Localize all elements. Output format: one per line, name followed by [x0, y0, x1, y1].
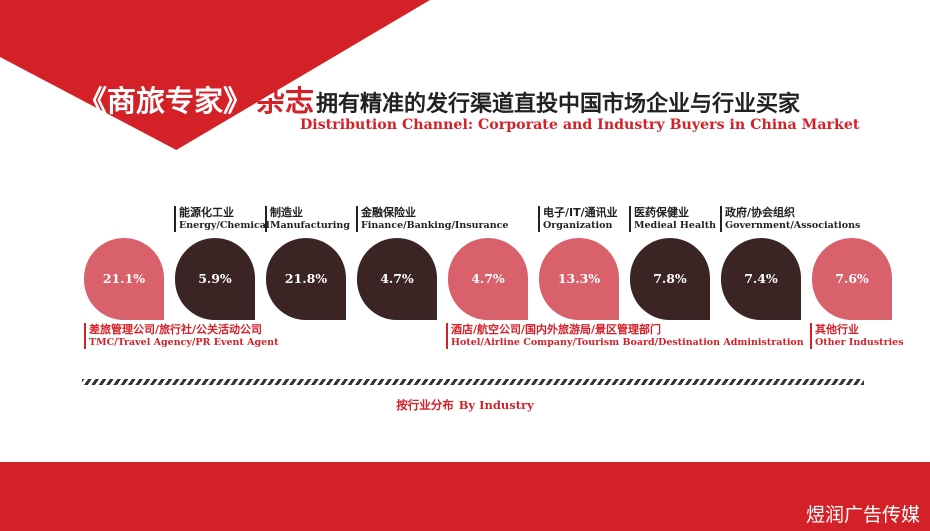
bubble-8 — [721, 238, 801, 320]
label-finance-en: Finance/Banking/Insurance — [361, 219, 509, 231]
label-tmc-travel-cn: 差旅管理公司/旅行社/公关活动公司 — [89, 323, 263, 336]
chart-caption-cn: 按行业分布 — [396, 398, 454, 412]
label-tmc-travel-en: TMC/Travel Agency/PR Event Agent — [89, 336, 279, 348]
label-other-industries-cn: 其他行业 — [815, 323, 859, 336]
label-government-cn: 政府/协会组织 — [725, 206, 796, 219]
bubble-value-8: 7.4% — [744, 271, 778, 286]
label-medical-health: 医药保健业 Medieal Health — [629, 206, 716, 232]
label-finance-cn: 金融保险业 — [361, 206, 416, 219]
bubble-value-7: 7.8% — [653, 271, 687, 286]
bubble-value-3: 21.8% — [285, 271, 327, 286]
chart-caption: 按行业分布 By Industry — [0, 397, 930, 413]
label-electronics-it: 电子/IT/通讯业 Organization — [538, 206, 618, 232]
label-hotel-airline-cn: 酒店/航空公司/国内外旅游局/景区管理部门 — [451, 323, 662, 336]
label-medical-health-cn: 医药保健业 — [634, 206, 689, 219]
bubble-value-4: 4.7% — [380, 271, 414, 286]
label-electronics-it-cn: 电子/IT/通讯业 — [543, 206, 618, 219]
bubble-9 — [812, 238, 892, 320]
bubble-4 — [357, 238, 437, 320]
label-manufacturing-cn: 制造业 — [270, 206, 303, 219]
label-manufacturing-en: Manufacturing — [270, 219, 350, 231]
bubble-value-1: 21.1% — [103, 271, 145, 286]
magazine-suffix: 杂志 — [256, 84, 315, 118]
chart-caption-en: By Industry — [458, 398, 534, 412]
bubble-6 — [539, 238, 619, 320]
bubble-value-9: 7.6% — [835, 271, 869, 286]
bubble-value-2: 5.9% — [198, 271, 232, 286]
label-hotel-airline: 酒店/航空公司/国内外旅游局/景区管理部门 Hotel/Airline Comp… — [446, 323, 804, 349]
bubble-2 — [175, 238, 255, 320]
footer-band — [0, 462, 930, 531]
label-government: 政府/协会组织 Government/Associations — [720, 206, 860, 232]
magazine-name: 《商旅专家》 — [78, 84, 253, 118]
title-cn-text: 拥有精准的发行渠道直投中国市场企业与行业买家 — [316, 92, 801, 117]
bubble-5 — [448, 238, 528, 320]
bubble-value-5: 4.7% — [471, 271, 505, 286]
label-energy-chemical-cn: 能源化工业 — [179, 206, 234, 219]
label-hotel-airline-en: Hotel/Airline Company/Tourism Board/Dest… — [451, 336, 804, 348]
bubble-7 — [630, 238, 710, 320]
bubble-1 — [84, 238, 164, 320]
label-energy-chemical-en: Energy/Chemical — [179, 219, 270, 231]
label-other-industries-en: Other Industries — [815, 336, 904, 348]
label-electronics-it-en: Organization — [543, 219, 613, 231]
label-energy-chemical: 能源化工业 Energy/Chemical — [174, 206, 270, 232]
label-tmc-travel: 差旅管理公司/旅行社/公关活动公司 TMC/Travel Agency/PR E… — [84, 323, 278, 349]
bubble-3 — [266, 238, 346, 320]
label-government-en: Government/Associations — [725, 219, 861, 231]
watermark-text: 煜润广告传媒 — [805, 504, 920, 526]
label-other-industries: 其他行业 Other Industries — [810, 323, 904, 349]
label-medical-health-en: Medieal Health — [634, 219, 717, 231]
page-title: 《商旅专家》 杂志拥有精准的发行渠道直投中国市场企业与行业买家 — [78, 78, 800, 120]
title-en: Distribution Channel: Corporate and Indu… — [300, 117, 860, 133]
label-manufacturing: 制造业 Manufacturing — [265, 206, 350, 232]
label-finance: 金融保险业 Finance/Banking/Insurance — [356, 206, 508, 232]
bubble-value-6: 13.3% — [558, 271, 600, 286]
hatched-divider — [82, 379, 864, 385]
